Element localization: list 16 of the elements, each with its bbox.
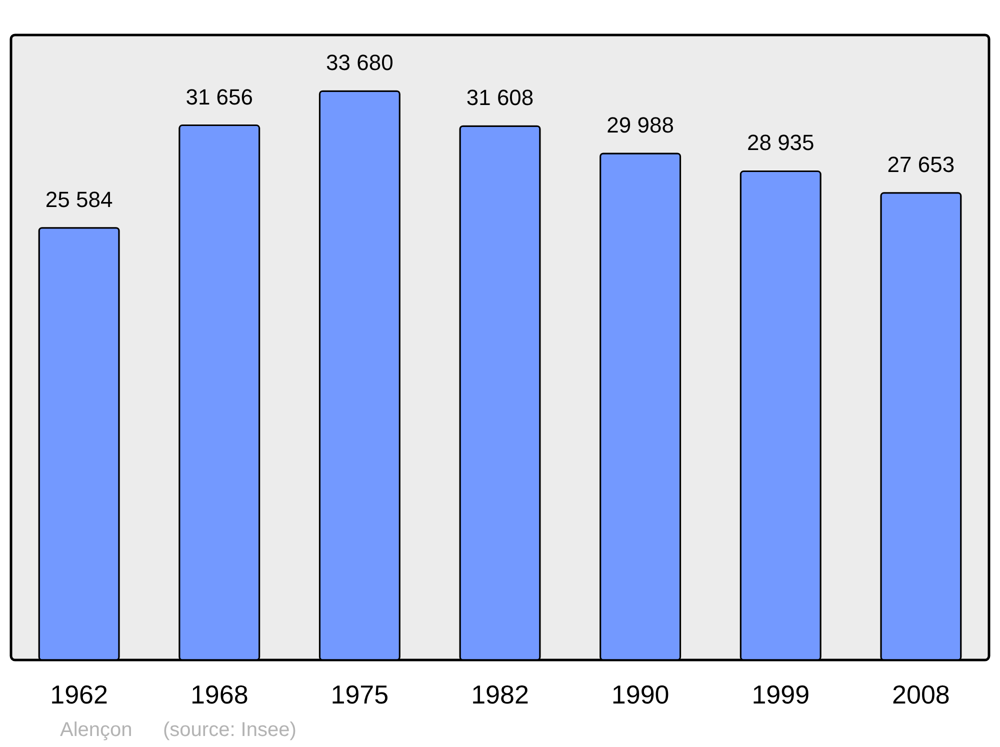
x-tick-label: 1962: [50, 680, 108, 710]
data-label: 29 988: [606, 112, 674, 138]
text: Alençon: [60, 719, 132, 741]
data-label: 28 935: [746, 130, 814, 156]
data-label: 25 584: [45, 186, 113, 212]
data-label: 31 656: [186, 84, 254, 110]
x-tick-label: 1975: [330, 680, 389, 710]
x-tick-label: 1999: [752, 680, 810, 710]
data-label: 27 653: [887, 152, 955, 177]
data-label: 33 680: [326, 50, 394, 76]
x-tick-label: 2008: [892, 680, 950, 710]
data-label: 31 608: [466, 85, 534, 110]
x-tick-label: 1990: [611, 680, 670, 710]
x-tick-label: 1982: [471, 680, 529, 710]
text: (source: Insee): [163, 719, 296, 741]
x-tick-label: 1968: [190, 680, 248, 710]
